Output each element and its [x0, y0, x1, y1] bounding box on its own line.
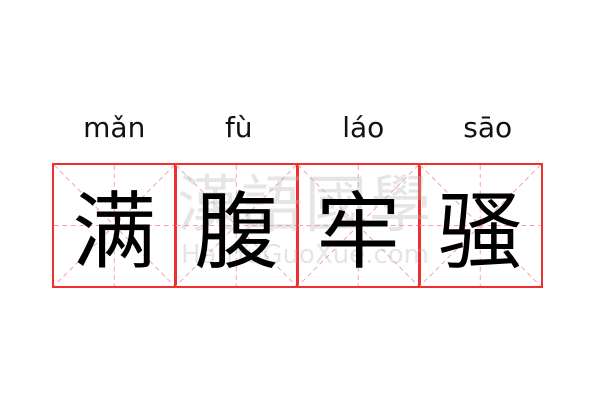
character-4: 骚 — [438, 183, 523, 281]
pinyin-3: láo — [342, 111, 385, 144]
character-3: 牢 — [316, 183, 401, 281]
character-2: 腹 — [194, 183, 279, 281]
character-grid: 满 腹 牢 骚 — [52, 163, 550, 288]
pinyin-2: fù — [224, 111, 253, 144]
grid-guides — [420, 165, 541, 286]
grid-guides — [298, 165, 419, 286]
grid-guides — [176, 165, 297, 286]
character-cell: 骚 — [418, 163, 543, 288]
pinyin-1: mǎn — [83, 111, 146, 144]
pinyin-row: mǎn fù láo sāo — [52, 108, 550, 148]
character-1: 满 — [72, 183, 157, 281]
character-cell: 腹 — [174, 163, 299, 288]
character-cell: 满 — [52, 163, 177, 288]
grid-guides — [54, 165, 175, 286]
character-cell: 牢 — [296, 163, 421, 288]
pinyin-4: sāo — [463, 111, 513, 144]
